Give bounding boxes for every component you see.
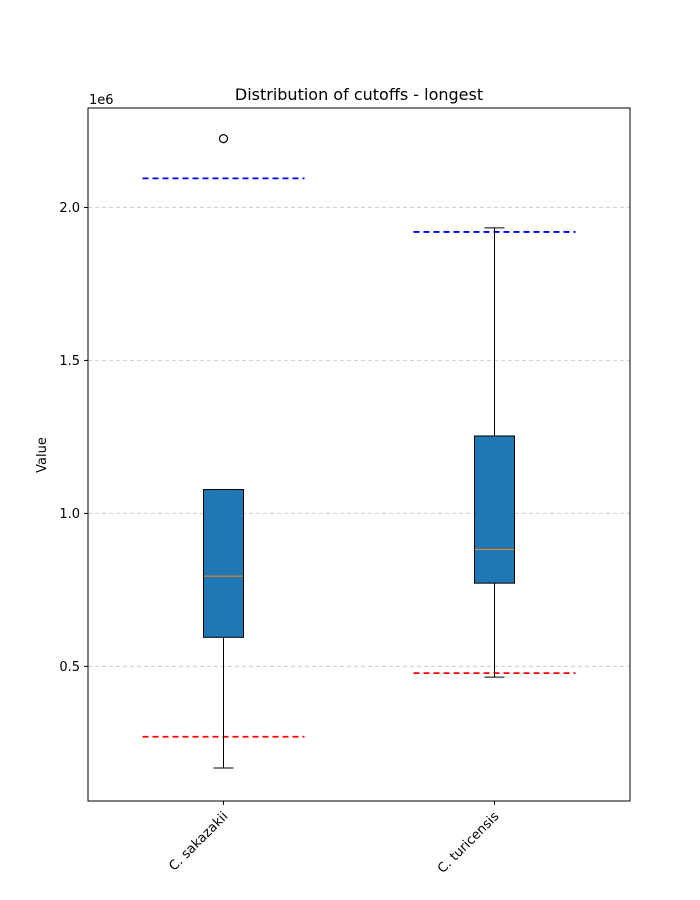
chart-title: Distribution of cutoffs - longest	[235, 85, 483, 104]
box-iqr	[474, 435, 515, 584]
outlier-point	[218, 133, 229, 144]
y-tick-label: 1.0	[59, 507, 80, 522]
plot-frame	[87, 107, 631, 802]
y-axis-label: Value	[35, 437, 50, 473]
box-layer	[203, 133, 515, 769]
y-tick-label: 2.0	[59, 201, 80, 216]
y-offset-label: 1e6	[89, 93, 114, 108]
y-tick-label: 1.5	[59, 354, 80, 369]
grid-layer	[88, 206, 630, 667]
box-iqr	[203, 489, 244, 638]
y-tick-label: 0.5	[59, 660, 80, 675]
